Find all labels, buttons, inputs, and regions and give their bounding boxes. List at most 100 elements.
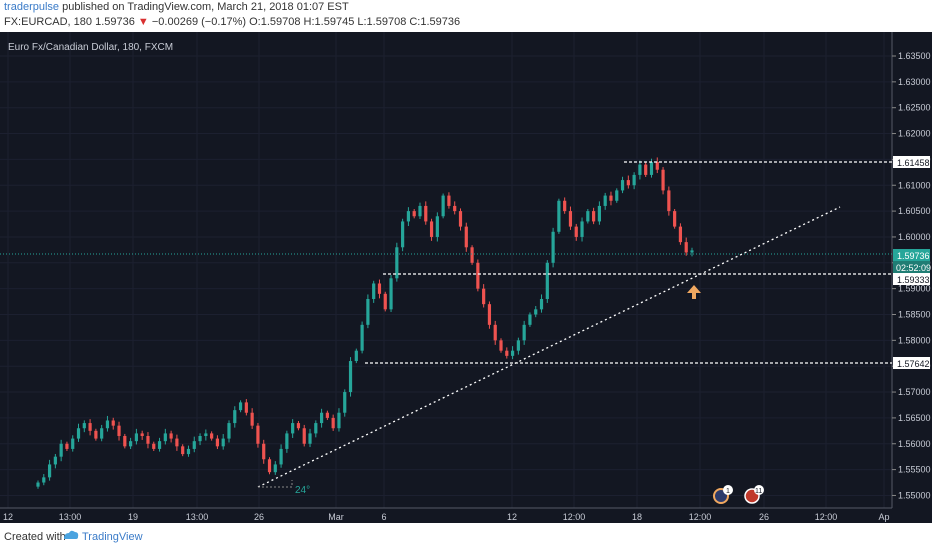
candle-body xyxy=(354,350,358,362)
candle-body xyxy=(192,441,196,449)
svg-text:1.59333: 1.59333 xyxy=(897,275,930,285)
candle-body xyxy=(673,211,677,227)
price-tick-label: 1.55000 xyxy=(898,490,931,500)
arrow-up-icon xyxy=(687,285,701,299)
candle-body xyxy=(539,298,544,310)
candle-body xyxy=(644,164,648,175)
published-text: published on TradingView.com, March 21, … xyxy=(62,1,349,13)
economic-event-badge[interactable]: 1 xyxy=(713,485,733,504)
time-tick-label: 12:00 xyxy=(815,512,838,522)
candle-body xyxy=(227,423,231,439)
candle-body xyxy=(505,350,509,356)
candle-body xyxy=(678,226,683,243)
candle-body xyxy=(198,435,202,442)
candle-body xyxy=(464,226,468,248)
candle-body xyxy=(105,420,110,429)
candle-body xyxy=(238,402,243,411)
candle-body xyxy=(661,169,665,191)
candle-body xyxy=(395,247,399,279)
time-tick-label: 19 xyxy=(128,512,138,522)
candle-body xyxy=(615,190,619,201)
candle-body xyxy=(71,438,75,449)
candle-body xyxy=(36,482,40,487)
price-tick-label: 1.57000 xyxy=(898,387,931,397)
candle-body xyxy=(331,417,335,429)
price-change: −0.00269 (−0.17%) xyxy=(151,16,247,28)
price-tick-label: 1.55500 xyxy=(898,465,931,475)
candles-layer xyxy=(36,157,694,489)
candle-body xyxy=(59,443,63,457)
candle-body xyxy=(279,448,283,465)
candle-body xyxy=(424,205,428,222)
candle-body xyxy=(638,164,642,175)
chart-area[interactable]: Euro Fx/Canadian Dollar, 180, FXCM 24° 1… xyxy=(0,32,932,523)
time-tick-label: 12:00 xyxy=(563,512,586,522)
candle-body xyxy=(134,433,138,442)
candle-body xyxy=(632,174,636,186)
candle-body xyxy=(319,412,324,424)
down-triangle-icon: ▼ xyxy=(137,16,149,28)
candle-body xyxy=(204,433,208,436)
time-axis[interactable]: 12 13:00 19 13:00 26 Mar 6 12 12:00 18 12:00 26 12:0… xyxy=(3,512,890,522)
time-tick-label: 26 xyxy=(759,512,769,522)
svg-text:1.61458: 1.61458 xyxy=(897,158,930,168)
candle-body xyxy=(510,350,515,356)
candle-body xyxy=(592,211,596,222)
candle-body xyxy=(534,309,538,315)
candle-body xyxy=(76,428,81,439)
candle-body xyxy=(314,423,318,434)
candle-body xyxy=(447,195,451,206)
candle-body xyxy=(435,216,439,237)
time-tick-label: 6 xyxy=(381,512,386,522)
candle-body xyxy=(458,211,463,227)
price-tick-label: 1.63000 xyxy=(898,77,931,87)
candle-body xyxy=(574,226,578,237)
candle-body xyxy=(325,412,329,418)
author-link[interactable]: traderpulse xyxy=(4,1,60,13)
angle-label: 24° xyxy=(295,485,310,496)
candle-body xyxy=(383,293,387,310)
candle-body xyxy=(441,195,445,217)
candle-body xyxy=(152,443,156,449)
tradingview-brand[interactable]: TradingView xyxy=(82,531,143,543)
candle-body xyxy=(343,392,347,413)
price-tick-label: 1.56500 xyxy=(898,413,931,423)
price-chart[interactable]: Euro Fx/Canadian Dollar, 180, FXCM 24° 1… xyxy=(0,32,932,523)
candle-body xyxy=(453,205,457,212)
candle-body xyxy=(557,200,561,232)
candle-body xyxy=(291,423,295,434)
angle-marker xyxy=(258,480,293,488)
time-tick-label: Mar xyxy=(328,512,344,522)
candle-body xyxy=(302,428,306,444)
time-tick-label: 12:00 xyxy=(689,512,712,522)
candle-body xyxy=(169,433,173,439)
time-tick-label: Ap xyxy=(878,512,889,522)
price-tick-label: 1.62500 xyxy=(898,103,931,113)
candle-body xyxy=(82,423,86,429)
candle-body xyxy=(215,438,220,447)
dividend-event-badge[interactable]: 11 xyxy=(744,485,764,504)
price-tick-label: 1.61000 xyxy=(898,180,931,190)
price-tick-label: 1.60000 xyxy=(898,232,931,242)
price-tick-label: 1.62000 xyxy=(898,129,931,139)
svg-text:02:52:09: 02:52:09 xyxy=(896,263,931,273)
tradingview-logo-icon[interactable] xyxy=(62,529,80,541)
candle-body xyxy=(389,278,393,310)
candle-body xyxy=(94,430,98,439)
candle-body xyxy=(655,161,659,170)
candle-body xyxy=(146,435,150,444)
candle-body xyxy=(626,180,630,186)
price-tick-label: 1.58500 xyxy=(898,310,931,320)
support-price-label: 1.59333 xyxy=(893,273,930,285)
candle-body xyxy=(47,464,52,478)
svg-text:1.59736: 1.59736 xyxy=(897,251,930,261)
candle-body xyxy=(516,340,520,351)
candle-body xyxy=(522,324,526,341)
candle-body xyxy=(100,428,104,439)
candle-body xyxy=(609,195,613,201)
price-tick-label: 1.56000 xyxy=(898,439,931,449)
candle-body xyxy=(53,456,57,465)
chart-background xyxy=(0,32,932,523)
candle-body xyxy=(360,324,364,351)
svg-text:11: 11 xyxy=(755,488,762,495)
